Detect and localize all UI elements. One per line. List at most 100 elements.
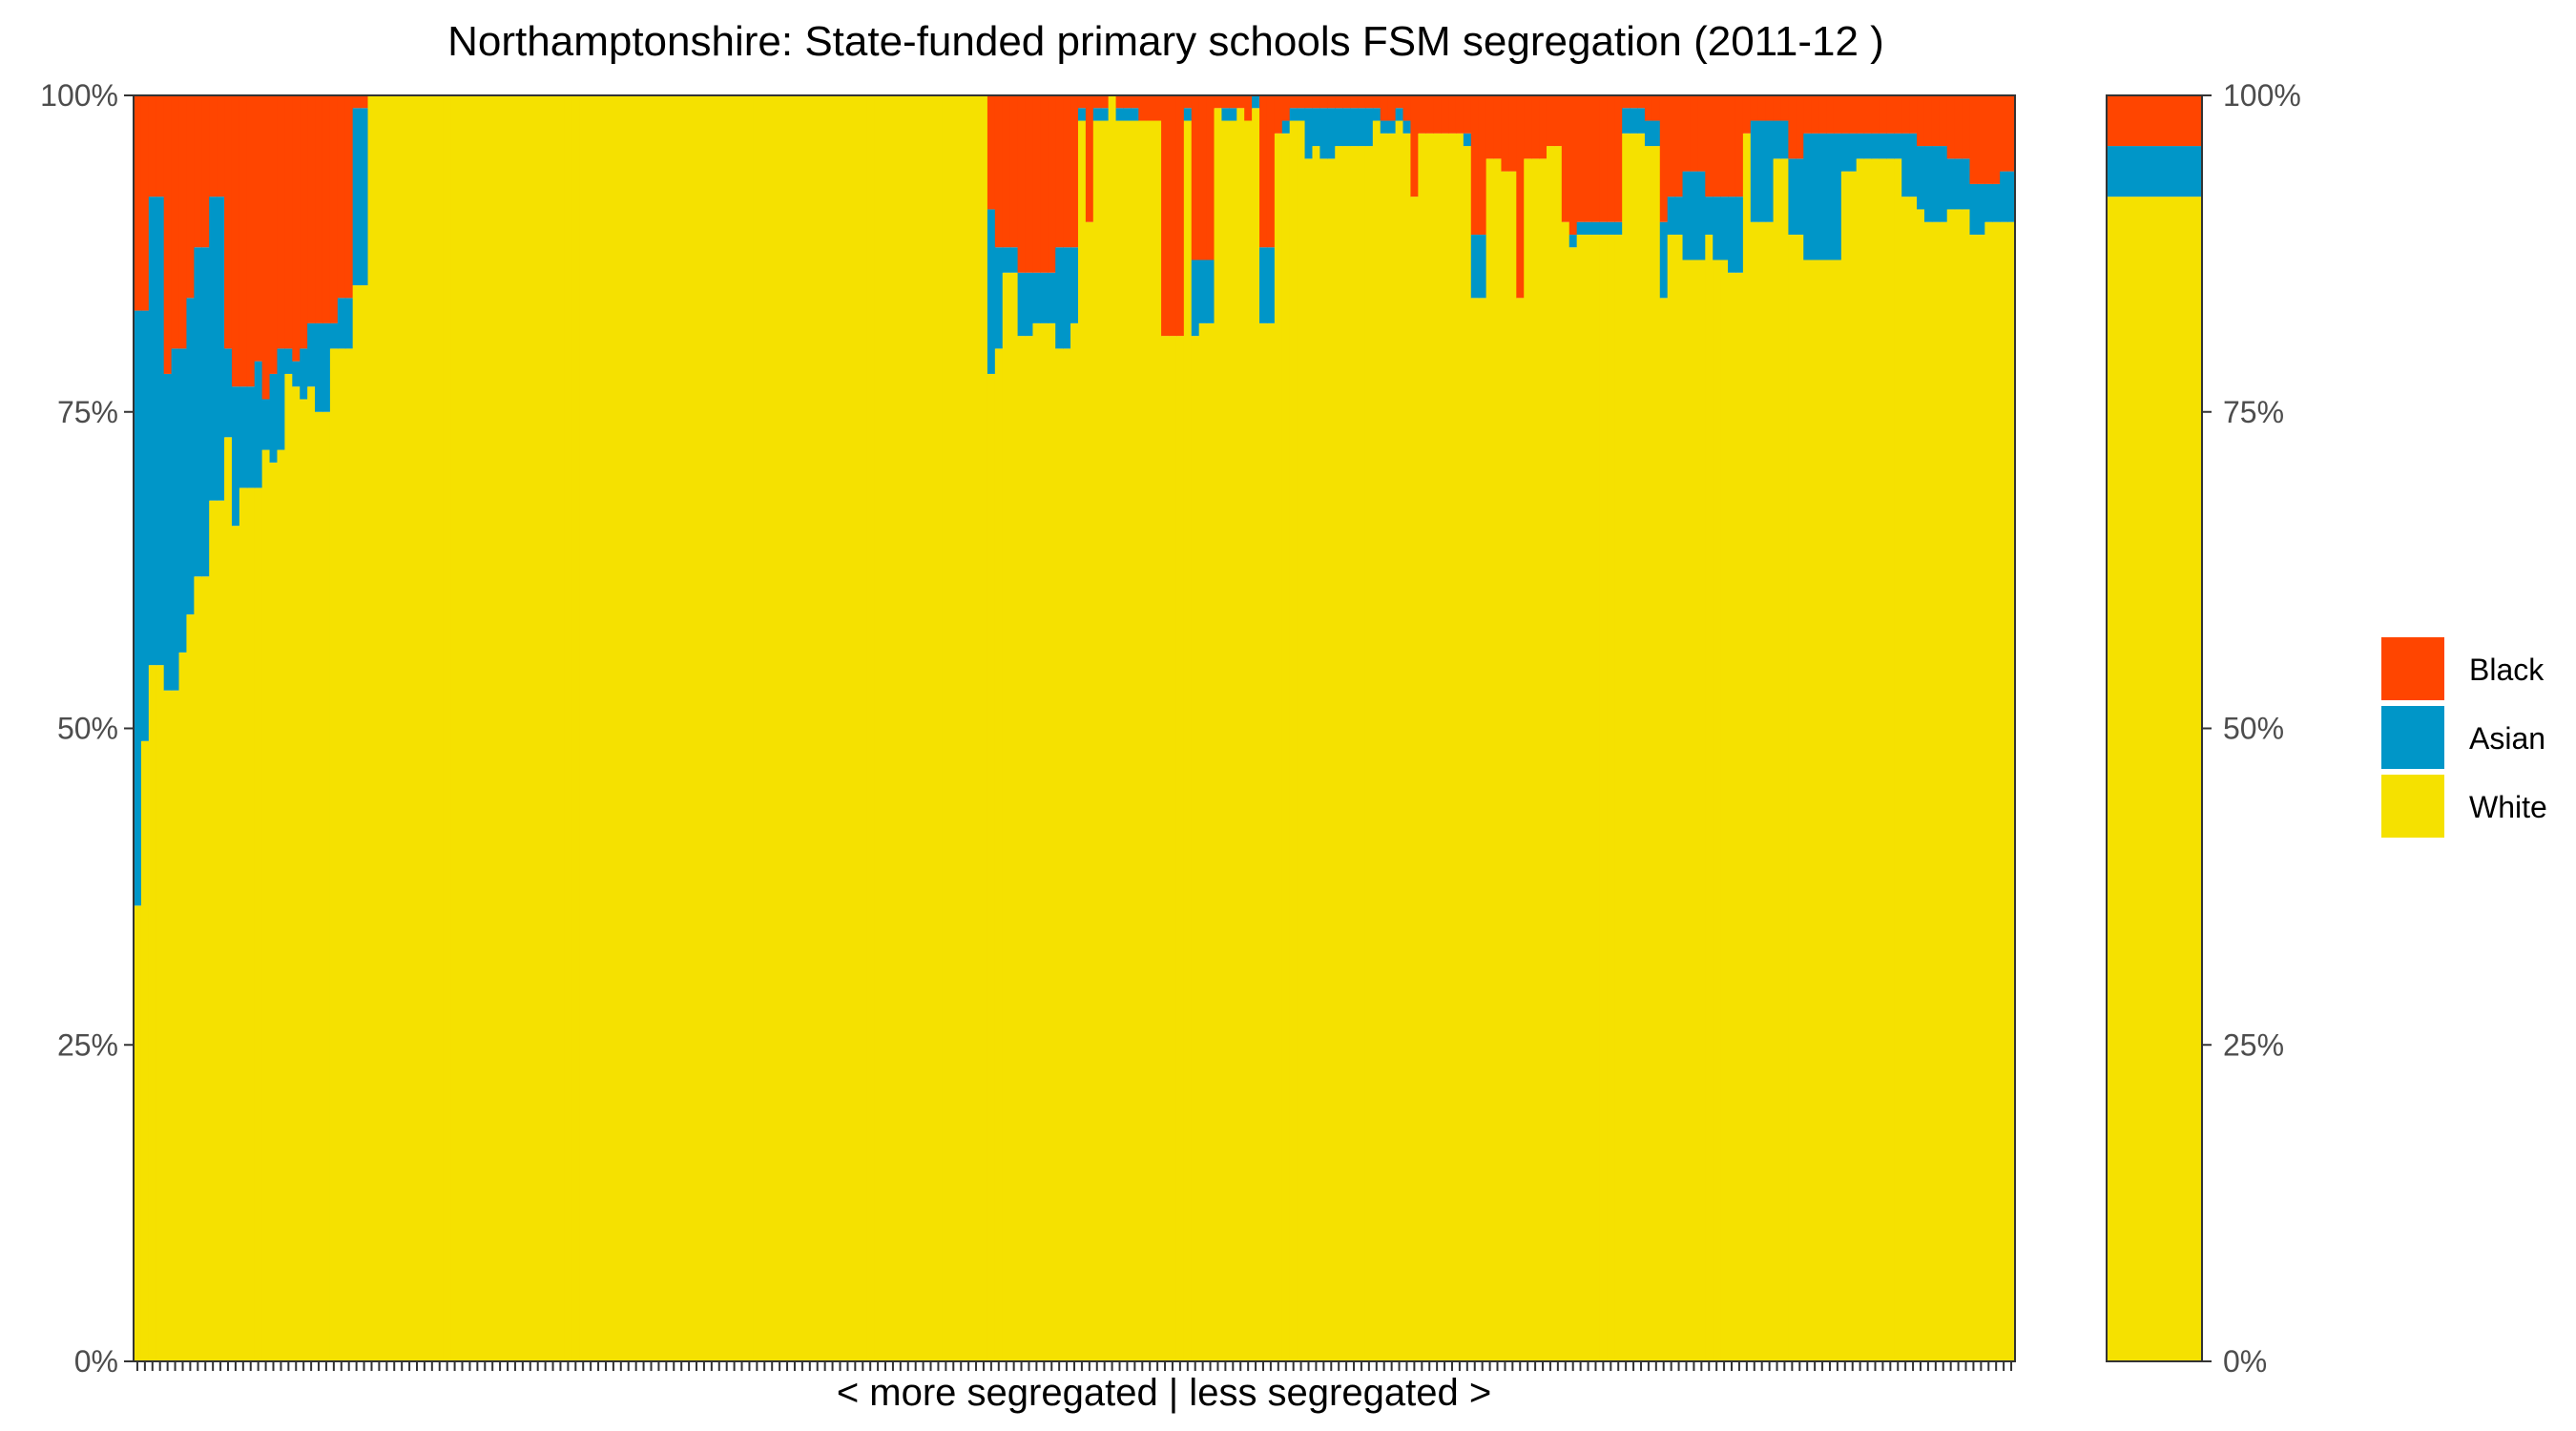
bar-black-29 (352, 95, 362, 109)
bar-white-130 (1115, 120, 1125, 1361)
bar-white-71 (670, 95, 678, 1361)
bar-white-72 (677, 95, 686, 1361)
bar-asian-219 (1788, 158, 1797, 235)
bar-asian-198 (1630, 108, 1638, 134)
bar-black-187 (1546, 95, 1555, 147)
bar-asian-11 (217, 197, 225, 501)
bar-white-94 (843, 95, 852, 1361)
bar-white-103 (911, 95, 921, 1361)
bar-white-193 (1591, 234, 1601, 1362)
bar-white-41 (443, 95, 452, 1361)
bar-black-30 (360, 95, 369, 109)
bar-asian-123 (1063, 247, 1071, 349)
legend-swatch-asian (2381, 706, 2444, 769)
bar-black-178 (1478, 95, 1487, 235)
bar-asian-194 (1599, 221, 1608, 235)
bar-black-207 (1697, 95, 1706, 172)
bar-asian-227 (1848, 133, 1858, 172)
bar-white-242 (1962, 209, 1971, 1362)
bar-white-166 (1387, 133, 1397, 1361)
bar-black-157 (1319, 95, 1328, 109)
bar-asian-160 (1342, 108, 1351, 147)
bar-white-184 (1524, 158, 1532, 1362)
bar-asian-166 (1387, 120, 1397, 134)
bar-white-86 (783, 95, 792, 1361)
bar-white-114 (994, 348, 1004, 1361)
bar-black-128 (1100, 95, 1110, 109)
bar-white-74 (693, 95, 701, 1361)
bar-white-126 (1085, 221, 1094, 1362)
bar-white-84 (768, 95, 777, 1361)
bar-white-118 (1025, 336, 1034, 1361)
bar-black-136 (1161, 95, 1170, 337)
bar-black-113 (987, 95, 996, 210)
bar-asian-159 (1335, 108, 1343, 147)
bar-white-147 (1244, 120, 1253, 1361)
bar-asian-216 (1765, 120, 1775, 222)
bar-black-188 (1553, 95, 1563, 147)
bar-white-105 (926, 95, 936, 1361)
bar-asian-27 (337, 298, 346, 349)
bar-white-221 (1803, 259, 1812, 1361)
bar-black-211 (1728, 95, 1736, 197)
bar-black-208 (1705, 95, 1714, 197)
y-tick-label-right: 25% (2223, 1027, 2284, 1062)
bar-white-231 (1879, 158, 1887, 1362)
bar-black-12 (224, 95, 233, 349)
bar-white-50 (510, 95, 520, 1361)
legend: Black Asian White (2381, 637, 2547, 838)
bar-asian-16 (254, 361, 263, 488)
bar-black-189 (1561, 95, 1570, 222)
bar-asian-164 (1372, 108, 1381, 121)
bar-white-33 (383, 95, 391, 1361)
bar-white-67 (639, 95, 649, 1361)
bar-white-15 (246, 487, 256, 1361)
bar-asian-142 (1206, 259, 1215, 323)
x-axis-ticks (135, 1361, 2013, 1371)
bar-white-56 (556, 95, 566, 1361)
bar-asian-2 (148, 197, 157, 666)
bar-black-143 (1214, 95, 1223, 109)
bar-asian-218 (1780, 120, 1790, 159)
bar-white-11 (217, 500, 225, 1361)
bar-black-122 (1055, 95, 1064, 248)
bar-white-202 (1659, 298, 1669, 1361)
bar-white-140 (1191, 336, 1200, 1361)
bar-white-136 (1161, 336, 1170, 1361)
y-tick-label-right: 100% (2223, 78, 2301, 113)
bar-asian-226 (1840, 133, 1850, 172)
bar-asian-197 (1622, 108, 1631, 134)
bar-white-145 (1229, 120, 1237, 1361)
bar-white-168 (1402, 133, 1412, 1361)
bar-white-117 (1017, 336, 1027, 1361)
bar-white-211 (1728, 272, 1736, 1361)
bar-asian-203 (1667, 197, 1676, 235)
bar-white-119 (1032, 322, 1041, 1361)
bar-asian-122 (1055, 247, 1064, 349)
y-tick-label-left: 50% (57, 712, 118, 746)
bar-white-142 (1206, 322, 1215, 1361)
bar-black-234 (1901, 95, 1910, 134)
bar-white-29 (352, 285, 362, 1361)
bar-black-3 (156, 95, 165, 197)
bar-asian-145 (1229, 108, 1237, 121)
bar-black-25 (322, 95, 331, 323)
bar-white-237 (1923, 221, 1933, 1362)
bar-white-148 (1252, 108, 1260, 1361)
bar-white-8 (194, 576, 202, 1361)
bar-asian-245 (1984, 183, 1993, 222)
bar-black-183 (1516, 95, 1525, 299)
bar-white-228 (1856, 158, 1865, 1362)
bar-white-198 (1630, 133, 1638, 1361)
bar-white-162 (1357, 146, 1366, 1362)
bar-black-4 (163, 95, 173, 374)
bar-asian-204 (1674, 197, 1684, 235)
bar-asian-20 (284, 348, 293, 374)
bar-black-229 (1863, 95, 1873, 134)
bar-asian-6 (178, 348, 188, 653)
bar-black-26 (329, 95, 339, 323)
bar-asian-119 (1032, 272, 1041, 323)
bar-white-14 (239, 487, 248, 1361)
bar-asian-229 (1863, 133, 1873, 159)
bar-asian-1 (140, 310, 150, 741)
